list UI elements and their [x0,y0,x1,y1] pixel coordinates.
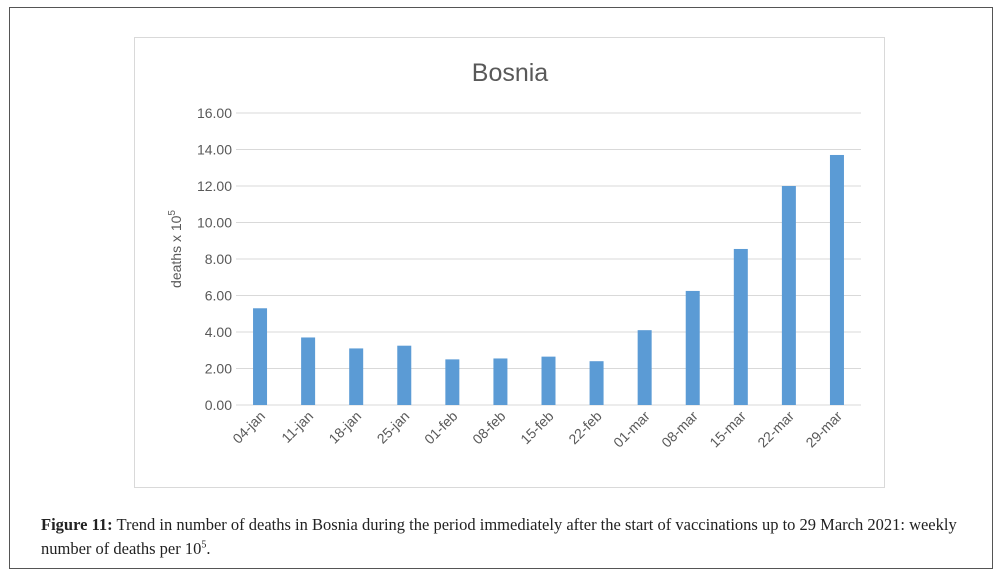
bar [637,330,652,405]
y-tick-label: 2.00 [205,361,232,377]
x-tick-label: 25-jan [374,408,413,447]
y-axis-label: deaths x 105 [167,210,184,288]
x-tick-label: 01-mar [610,408,653,451]
x-tick-label: 15-feb [517,408,557,448]
y-tick-label: 8.00 [205,251,232,267]
x-tick-label: 08-mar [658,408,701,451]
bar [685,290,700,405]
bar [253,308,268,405]
bar [781,186,796,405]
bar [445,359,460,405]
y-tick-label: 0.00 [205,397,232,413]
caption-end: . [206,539,211,558]
y-tick-labels: 0.00 2.00 4.00 6.00 8.00 10.00 12.00 14.00 16.00 [197,105,232,413]
bar [397,345,412,405]
gridlines [236,112,861,406]
bar [349,348,364,405]
y-tick-label: 10.00 [197,215,232,231]
caption-superscript: 5 [201,539,207,551]
x-tick-label: 18-jan [325,408,364,447]
bar [733,248,748,405]
x-tick-label: 11-jan [278,408,316,446]
x-tick-label: 15-mar [706,408,749,451]
bar [493,358,508,405]
bars [253,154,844,405]
x-tick-label: 01-feb [421,408,461,448]
figure-frame: Bosnia deaths x 105 0.00 2.00 4.00 6.00 8.00… [9,7,993,569]
caption-text: Trend in number of deaths in Bosnia duri… [41,515,957,558]
x-tick-label: 22-feb [565,408,605,448]
bar [541,356,556,405]
y-tick-label: 4.00 [205,324,232,340]
y-tick-label: 16.00 [197,105,232,121]
x-tick-label: 29-mar [802,408,845,451]
y-tick-label: 14.00 [197,142,232,158]
bar [829,154,844,405]
x-tick-label: 04-jan [229,408,268,447]
caption-label: Figure 11: [41,515,113,534]
x-tick-label: 22-mar [754,408,797,451]
y-axis-label-text: deaths x 10 [168,215,184,288]
chart-title: Bosnia [472,59,549,87]
x-tick-label: 08-feb [469,408,509,448]
x-tick-labels: 04-jan 11-jan 18-jan 25-jan 01-feb 08-feb 15-f… [229,408,845,451]
y-axis-label-sup: 5 [167,210,178,216]
bar [589,361,604,405]
bar [301,337,316,405]
bar-chart: Bosnia deaths x 105 0.00 2.00 4.00 6.00 8.00… [167,59,861,451]
y-tick-label: 6.00 [205,288,232,304]
y-tick-label: 12.00 [197,178,232,194]
chart-area: Bosnia deaths x 105 0.00 2.00 4.00 6.00 8.00… [134,37,885,488]
figure-caption: Figure 11: Trend in number of deaths in … [41,513,991,561]
